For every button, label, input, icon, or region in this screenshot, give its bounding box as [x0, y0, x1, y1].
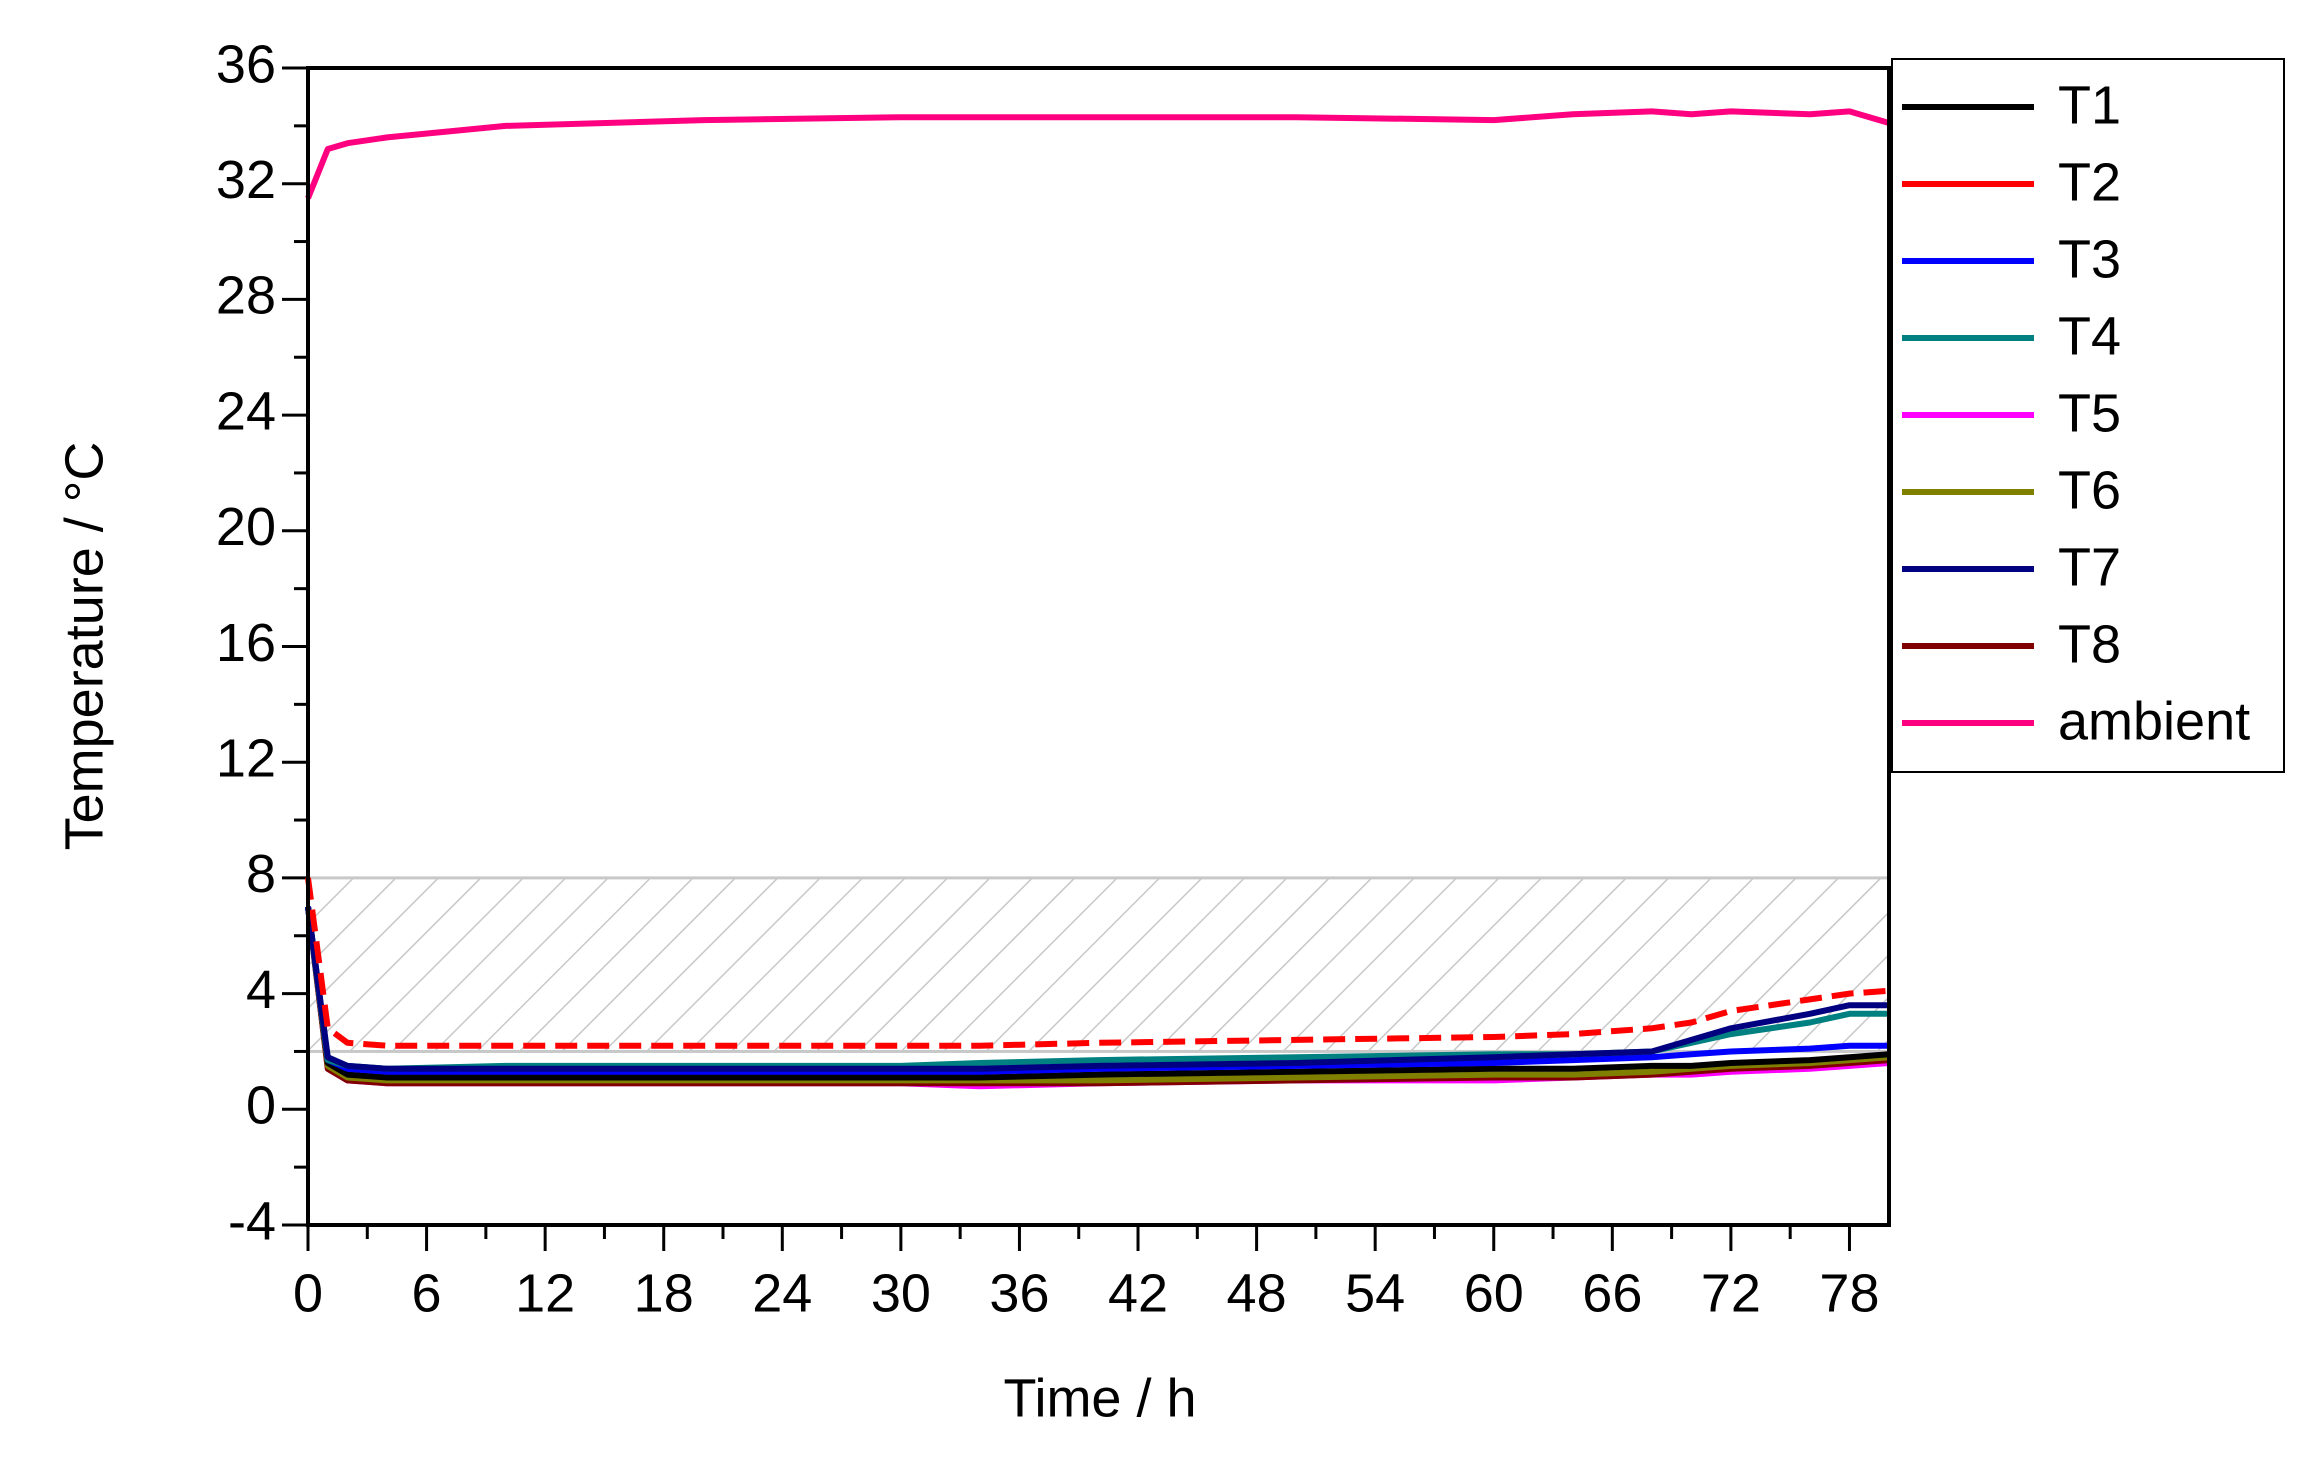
y-tick-label: 24: [216, 381, 276, 441]
y-tick-label: 4: [246, 960, 276, 1020]
series-line: [305, 108, 1890, 200]
y-axis-label: Temperature / °C: [54, 442, 114, 851]
y-tick-label: 0: [246, 1076, 276, 1136]
x-tick-label: 18: [634, 1263, 694, 1323]
x-tick-label: 66: [1582, 1263, 1642, 1323]
legend-label: ambient: [2058, 691, 2250, 751]
series-line: [305, 906, 1890, 1081]
x-tick-label: 12: [515, 1263, 575, 1323]
x-tick-label: 0: [293, 1263, 323, 1323]
legend-label: T5: [2058, 383, 2121, 443]
legend-label: T4: [2058, 306, 2121, 366]
y-tick-label: -4: [228, 1191, 276, 1251]
series-line: [305, 906, 1889, 1072]
y-tick-label: 12: [216, 728, 276, 788]
x-tick-label: 78: [1819, 1263, 1879, 1323]
series-line: [305, 877, 1890, 1049]
x-axis-label: Time / h: [1003, 1368, 1196, 1428]
y-tick-label: 8: [246, 844, 276, 904]
legend-label: T2: [2058, 152, 2121, 212]
y-tick-label: 20: [216, 497, 276, 557]
x-tick-label: 54: [1345, 1263, 1405, 1323]
y-tick-label: 16: [216, 613, 276, 673]
x-tick-label: 42: [1108, 1263, 1168, 1323]
y-tick-label: 32: [216, 150, 276, 210]
x-tick-label: 36: [989, 1263, 1049, 1323]
legend-label: T6: [2058, 460, 2121, 520]
y-tick-label: 28: [216, 266, 276, 326]
x-tick-label: 60: [1464, 1263, 1524, 1323]
legend-label: T8: [2058, 614, 2121, 674]
x-tick-label: 72: [1701, 1263, 1761, 1323]
y-tick-label: 36: [216, 34, 276, 94]
shaded-range: [306, 876, 1891, 1053]
x-tick-label: 6: [412, 1263, 442, 1323]
plot-frame: [306, 66, 1891, 1227]
legend-label: T1: [2058, 75, 2121, 135]
x-tick-label: 48: [1227, 1263, 1287, 1323]
legend-label: T7: [2058, 537, 2121, 597]
legend-label: T3: [2058, 229, 2121, 289]
x-tick-label: 24: [752, 1263, 812, 1323]
x-tick-label: 30: [871, 1263, 931, 1323]
